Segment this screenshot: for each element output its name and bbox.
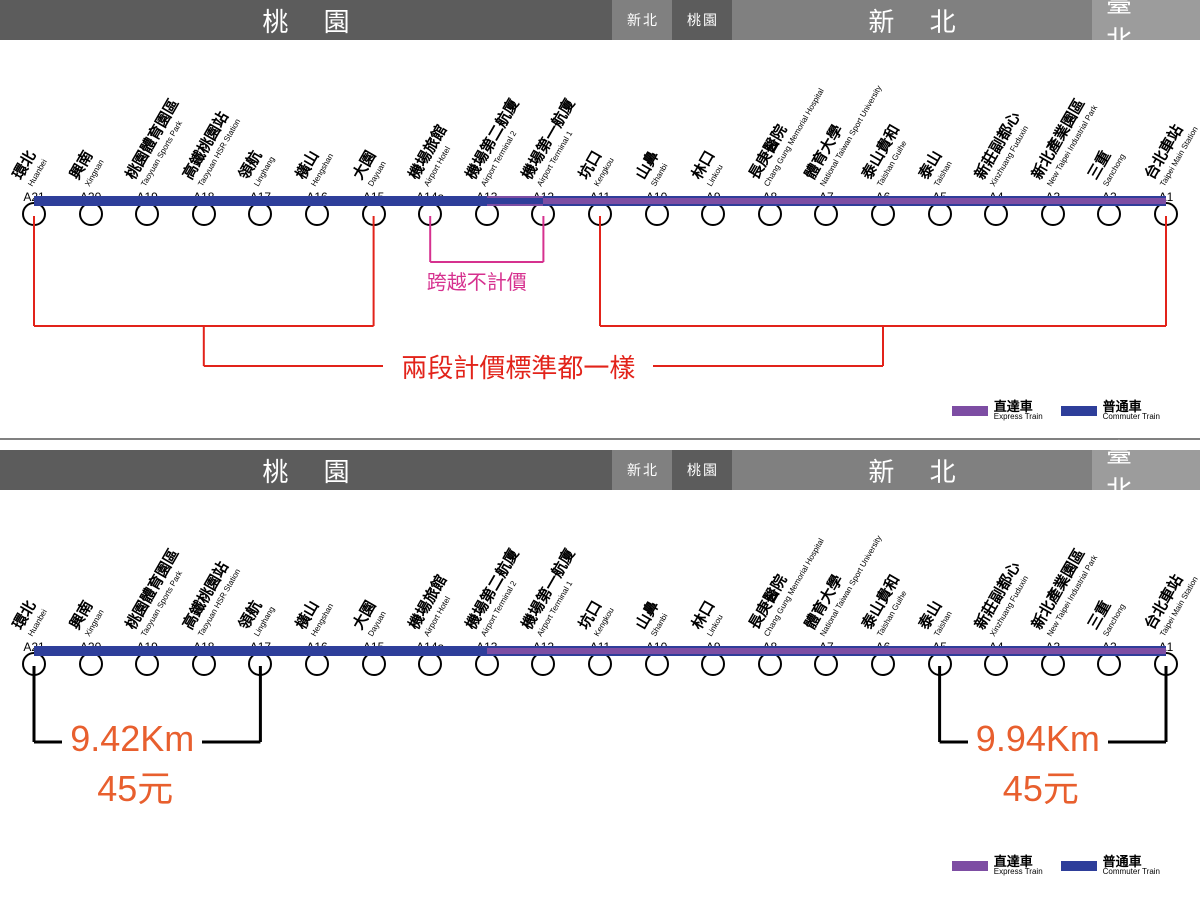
panel-bottom: 桃 園新北桃園新 北臺 北 環北HuanbeiA21興南XingnanA20桃園… [0, 450, 1200, 900]
station-label: 坑口Kengkou [573, 145, 616, 188]
bracket-left-km: 9.42Km [62, 718, 202, 760]
station-label: 三重Sanchong [1083, 141, 1128, 188]
station-label: 林口Linkou [686, 597, 728, 638]
regions-top: 桃 園新北桃園新 北臺 北 [0, 0, 1200, 40]
station-label: 新莊副都心Xinzhuang Fuduxin [969, 558, 1033, 638]
legend-express: 直達車Express Train [952, 855, 1043, 876]
station-label: 泰山Taishan [913, 597, 955, 638]
region-label: 新北 [612, 450, 672, 490]
bracket-left-fare: 45元 [97, 760, 173, 812]
region-label: 桃園 [672, 450, 732, 490]
bracket-label-red: 兩段計價標準都一樣 [383, 348, 653, 385]
bracket-label-magenta: 跨越不計價 [427, 266, 527, 295]
bracket-right-km: 9.94Km [968, 718, 1108, 760]
station-label: 環北Huanbei [7, 147, 49, 188]
legend-swatch [1061, 861, 1097, 871]
line-segment [543, 198, 1166, 204]
station-label: 興南Xingnan [64, 597, 106, 638]
legend-swatch [1061, 406, 1097, 416]
panel-top: 桃 園新北桃園新 北臺 北 環北HuanbeiA21興南XingnanA20桃園… [0, 0, 1200, 440]
station-label: 泰山貴和Taishan Guihe [856, 121, 913, 188]
line-segment [487, 648, 1166, 654]
bracket-right-fare: 45元 [1003, 760, 1079, 812]
station-label: 橫山Hengshan [290, 141, 335, 188]
legend-swatch [952, 406, 988, 416]
region-label: 桃 園 [0, 450, 612, 490]
station-label: 環北Huanbei [7, 597, 49, 638]
legend-commuter: 普通車Commuter Train [1061, 855, 1160, 876]
panel-divider [0, 438, 1200, 440]
station-label: 領航Linghang [234, 144, 277, 188]
station-label: 大園Dayuan [347, 597, 389, 638]
line-segment [487, 198, 544, 204]
region-label: 新北 [612, 0, 672, 40]
station-label: 台北車站Taipei Main Station [1139, 114, 1200, 188]
legend-bottom: 直達車Express Train 普通車Commuter Train [952, 855, 1160, 876]
station-label: 台北車站Taipei Main Station [1139, 564, 1200, 638]
legend-express: 直達車Express Train [952, 400, 1043, 421]
line-segment [34, 196, 487, 206]
station-label: 機場旅館Airport Hotel [403, 571, 460, 638]
station-label: 新莊副都心Xinzhuang Fuduxin [969, 108, 1033, 188]
station-label: 興南Xingnan [64, 147, 106, 188]
region-label: 桃園 [672, 0, 732, 40]
region-label: 臺 北 [1092, 450, 1200, 490]
region-label: 新 北 [732, 0, 1092, 40]
station-label: 泰山貴和Taishan Guihe [856, 571, 913, 638]
station-label: 坑口Kengkou [573, 595, 616, 638]
station-label: 三重Sanchong [1083, 591, 1128, 638]
station-label: 機場旅館Airport Hotel [403, 121, 460, 188]
line-segment [34, 646, 487, 656]
station-label: 橫山Hengshan [290, 591, 335, 638]
region-label: 新 北 [732, 450, 1092, 490]
station-label: 山鼻Shanbi [630, 597, 672, 638]
legend-top: 直達車Express Train 普通車Commuter Train [952, 400, 1160, 421]
station-label: 領航Linghang [234, 594, 277, 638]
station-label: 大園Dayuan [347, 147, 389, 188]
legend-commuter: 普通車Commuter Train [1061, 400, 1160, 421]
station-label: 泰山Taishan [913, 147, 955, 188]
region-label: 桃 園 [0, 0, 612, 40]
region-label: 臺 北 [1092, 0, 1200, 40]
regions-bottom: 桃 園新北桃園新 北臺 北 [0, 450, 1200, 490]
station-label: 山鼻Shanbi [630, 147, 672, 188]
legend-swatch [952, 861, 988, 871]
station-label: 林口Linkou [686, 147, 728, 188]
